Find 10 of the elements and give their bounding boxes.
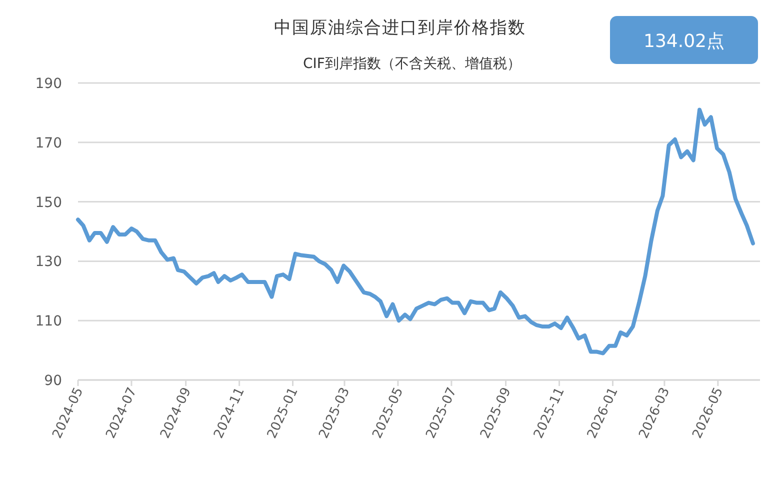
chart-subtitle: CIF到岸指数（不含关税、增值税） [303,56,521,72]
y-tick-label: 190 [35,76,62,92]
line-series [76,108,755,356]
value-badge: 134.02点 [610,16,758,64]
y-tick-label: 130 [35,254,62,270]
y-tick-label: 170 [35,135,62,152]
y-tick-label: 150 [35,194,62,211]
y-tick-label: 90 [44,373,62,389]
y-tick-label: 110 [35,314,62,330]
chart-title: 中国原油综合进口到岸价格指数 [274,18,526,38]
